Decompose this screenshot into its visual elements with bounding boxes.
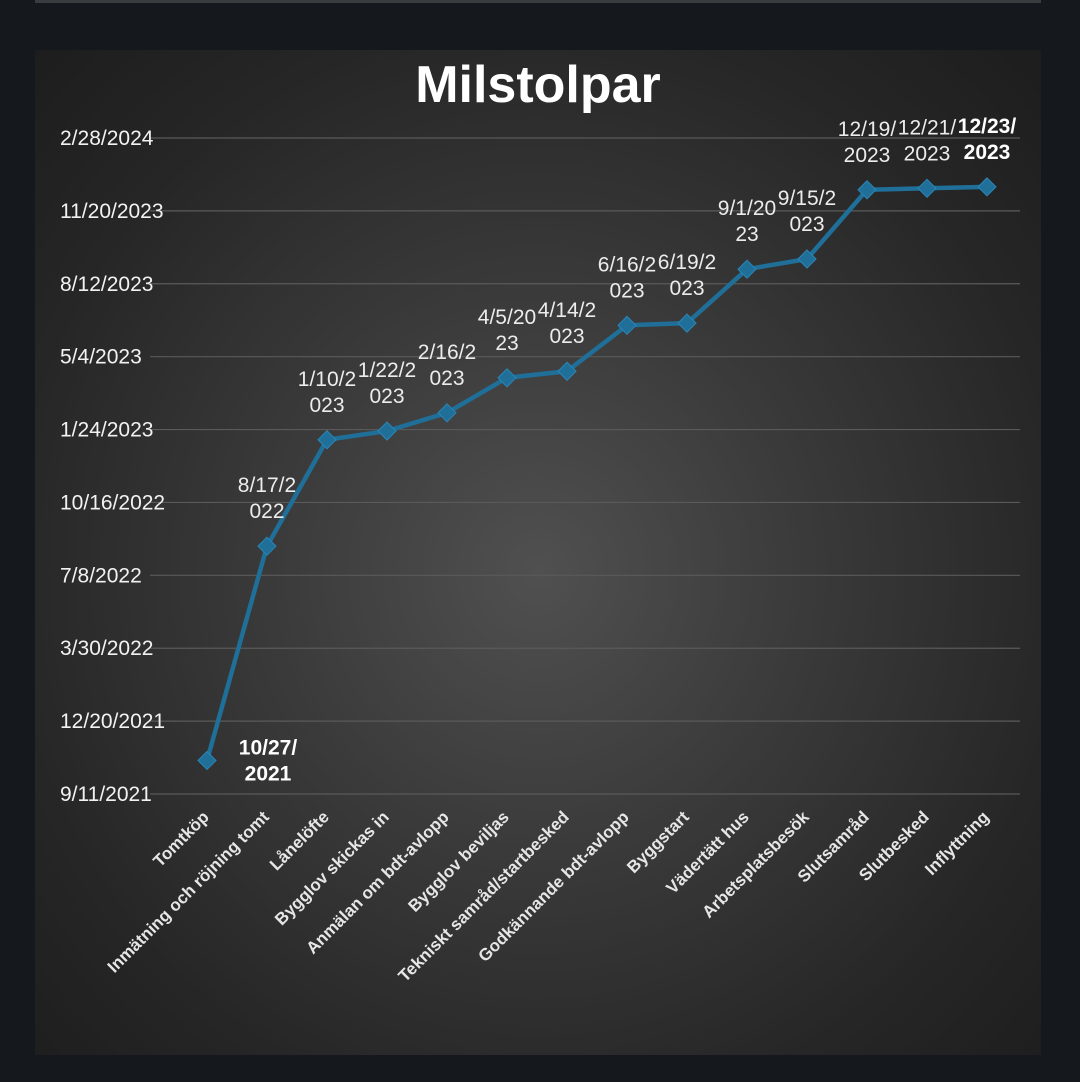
- data-label: 9/15/2: [778, 187, 836, 210]
- data-label: 023: [789, 213, 824, 236]
- data-label: 12/21/: [898, 116, 957, 139]
- data-point-marker: [557, 361, 577, 381]
- data-point-marker: [257, 536, 277, 556]
- data-point-marker: [497, 368, 517, 388]
- gridlines: [150, 137, 1020, 795]
- x-tick-label: Bygglov beviljas: [405, 807, 513, 915]
- y-axis-ticks: 9/11/2021 12/20/2021 3/30/2022 7/8/2022 10/1…: [60, 127, 165, 806]
- data-markers: [197, 177, 997, 771]
- line-chart: Milstolpar 9/11/2021 12/20/2021 3/30/2022 7…: [60, 56, 1020, 986]
- data-label: 2023: [844, 144, 891, 167]
- data-label: 023: [429, 367, 464, 390]
- data-point-marker: [737, 259, 757, 279]
- y-tick-label: 12/20/2021: [60, 710, 165, 733]
- data-point-marker: [977, 177, 997, 197]
- y-tick-label: 9/11/2021: [60, 783, 152, 806]
- y-tick-label: 7/8/2022: [60, 564, 142, 587]
- data-point-marker: [317, 430, 337, 450]
- data-label: 023: [609, 279, 644, 302]
- data-label: 2/16/2: [418, 341, 476, 364]
- y-tick-label: 1/24/2023: [60, 419, 153, 442]
- y-tick-label: 2/28/2024: [60, 127, 154, 150]
- data-label: 1/22/2: [358, 359, 416, 382]
- series-line: [204, 184, 990, 763]
- data-labels: 10/27/2021 8/17/2 022 1/10/2 023 1/22/2 023 2/1…: [238, 115, 1017, 786]
- data-label: 023: [669, 277, 704, 300]
- data-label: 9/1/20: [718, 197, 776, 220]
- data-label: 6/19/2: [658, 251, 716, 274]
- data-point-marker: [617, 315, 637, 336]
- chart-title: Milstolpar: [415, 56, 661, 114]
- data-point-marker: [677, 313, 697, 333]
- data-point-marker: [917, 178, 937, 199]
- data-label: 2023: [964, 141, 1011, 164]
- data-label: 10/27/: [239, 736, 298, 759]
- chart-panel: Milstolpar 9/11/2021 12/20/2021 3/30/2022 7…: [35, 50, 1041, 1055]
- x-tick-label: Arbetsplatsbesök: [699, 807, 814, 922]
- data-point-marker: [197, 750, 217, 771]
- y-tick-label: 5/4/2023: [60, 346, 142, 369]
- x-tick-label: Bygglov skickas in: [271, 807, 393, 929]
- data-label: 2021: [245, 762, 292, 785]
- data-label: 022: [249, 500, 284, 523]
- data-point-marker: [797, 249, 817, 269]
- series-line-layer: [204, 184, 990, 763]
- y-tick-label: 11/20/2023: [60, 200, 164, 223]
- data-label: 023: [309, 394, 344, 417]
- data-label: 23: [495, 332, 518, 355]
- data-label: 023: [369, 385, 404, 408]
- x-tick-label: Inflyttning: [921, 807, 993, 879]
- y-tick-label: 8/12/2023: [60, 273, 153, 296]
- data-point-marker: [377, 421, 397, 441]
- data-label: 6/16/2: [598, 253, 656, 276]
- y-tick-label: 3/30/2022: [60, 637, 153, 660]
- data-label: 4/14/2: [538, 299, 596, 322]
- data-label: 1/10/2: [298, 368, 356, 391]
- top-strip: [35, 0, 1041, 3]
- data-label: 2023: [904, 142, 951, 165]
- data-label: 023: [549, 325, 584, 348]
- data-point-marker: [437, 403, 457, 423]
- data-label: 12/19/: [838, 118, 897, 141]
- data-label: 4/5/20: [478, 306, 536, 329]
- data-label: 8/17/2: [238, 474, 296, 497]
- data-label: 12/23/: [958, 115, 1017, 138]
- y-tick-label: 10/16/2022: [60, 491, 165, 514]
- data-label: 23: [735, 223, 758, 246]
- data-point-marker: [857, 180, 877, 200]
- x-tick-label: Tomtköp: [150, 807, 213, 870]
